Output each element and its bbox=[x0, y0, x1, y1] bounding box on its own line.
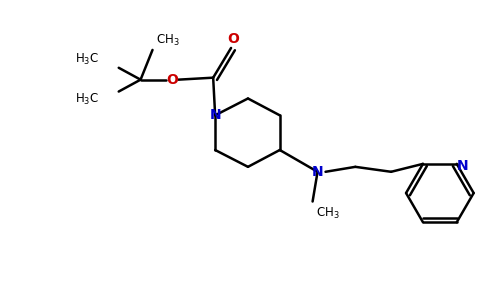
Text: N: N bbox=[312, 165, 323, 179]
Text: N: N bbox=[210, 108, 221, 122]
Text: CH$_3$: CH$_3$ bbox=[156, 32, 180, 48]
Text: N: N bbox=[457, 159, 469, 173]
Text: O: O bbox=[227, 32, 239, 46]
Text: H$_3$C: H$_3$C bbox=[75, 92, 99, 107]
Text: H$_3$C: H$_3$C bbox=[75, 52, 99, 68]
Text: CH$_3$: CH$_3$ bbox=[316, 206, 339, 221]
Text: O: O bbox=[166, 73, 178, 87]
